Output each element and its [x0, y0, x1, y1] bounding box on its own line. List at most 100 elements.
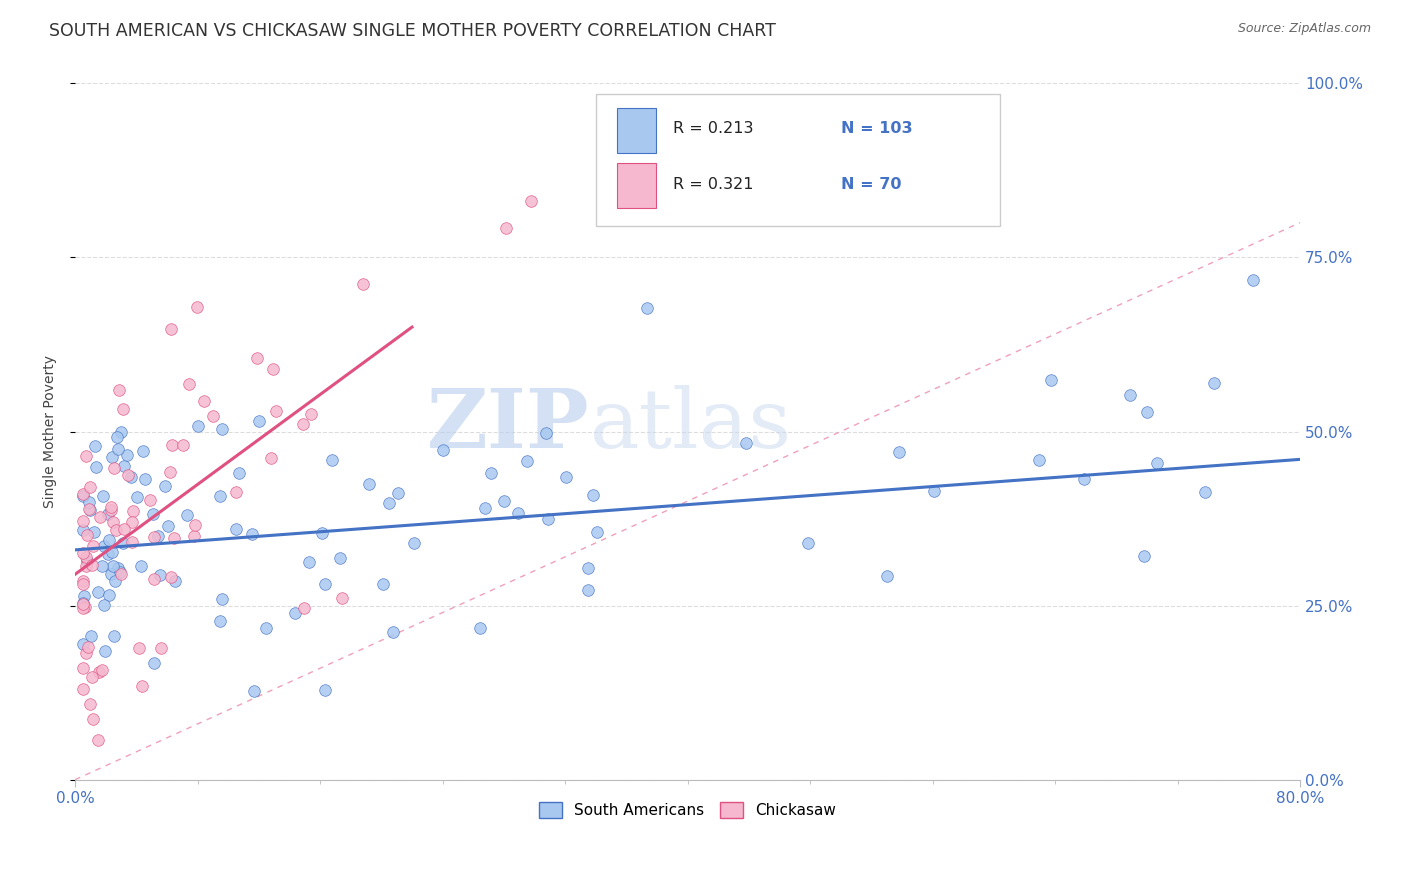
Point	[104, 574, 127, 588]
Point	[80, 558, 103, 573]
Point	[330, 591, 353, 606]
Point	[211, 421, 233, 435]
Point	[82, 712, 104, 726]
Point	[585, 524, 607, 539]
Point	[1040, 373, 1063, 387]
Point	[89, 509, 111, 524]
Point	[1073, 472, 1095, 486]
Point	[100, 500, 122, 515]
Point	[132, 443, 155, 458]
Point	[97, 547, 120, 561]
Point	[117, 467, 139, 482]
Point	[1194, 484, 1216, 499]
Point	[1202, 376, 1225, 390]
Point	[115, 448, 138, 462]
Point	[352, 277, 374, 292]
Point	[72, 577, 94, 591]
Point	[101, 558, 124, 573]
Point	[162, 531, 184, 545]
Point	[209, 614, 232, 628]
Point	[93, 539, 115, 553]
Text: N = 70: N = 70	[841, 177, 901, 192]
Point	[84, 460, 107, 475]
Point	[314, 576, 336, 591]
Point	[1136, 405, 1159, 419]
Point	[311, 526, 333, 541]
Point	[797, 536, 820, 550]
Point	[201, 409, 224, 423]
Point	[479, 466, 502, 480]
Point	[79, 502, 101, 516]
Point	[636, 301, 658, 315]
Text: atlas: atlas	[589, 384, 792, 465]
Point	[240, 527, 263, 541]
Point	[179, 376, 201, 391]
Point	[534, 426, 557, 441]
Point	[243, 684, 266, 698]
Legend: South Americans, Chickasaw: South Americans, Chickasaw	[533, 796, 842, 824]
Point	[72, 546, 94, 560]
Point	[387, 486, 409, 500]
Point	[247, 414, 270, 428]
Point	[298, 555, 321, 569]
Point	[72, 514, 94, 528]
Point	[91, 663, 114, 677]
Point	[72, 681, 94, 696]
Point	[260, 451, 283, 466]
Point	[111, 536, 134, 550]
Point	[160, 438, 183, 452]
Point	[495, 220, 517, 235]
Point	[225, 485, 247, 500]
Point	[225, 522, 247, 536]
Point	[159, 569, 181, 583]
Point	[359, 476, 381, 491]
Point	[432, 442, 454, 457]
Point	[72, 487, 94, 501]
Point	[208, 489, 231, 503]
Point	[183, 528, 205, 542]
Text: N = 103: N = 103	[841, 121, 912, 136]
Point	[142, 507, 165, 521]
Text: SOUTH AMERICAN VS CHICKASAW SINGLE MOTHER POVERTY CORRELATION CHART: SOUTH AMERICAN VS CHICKASAW SINGLE MOTHE…	[49, 22, 776, 40]
Point	[82, 540, 104, 554]
Point	[228, 467, 250, 481]
Point	[329, 550, 352, 565]
Point	[100, 567, 122, 582]
Point	[371, 577, 394, 591]
Point	[93, 644, 115, 658]
Point	[1133, 549, 1156, 563]
Point	[72, 597, 94, 611]
Point	[262, 362, 284, 376]
Point	[110, 567, 132, 582]
FancyBboxPatch shape	[617, 108, 655, 153]
Y-axis label: Single Mother Poverty: Single Mother Poverty	[44, 355, 58, 508]
Point	[93, 598, 115, 612]
Point	[378, 496, 401, 510]
Point	[72, 524, 94, 538]
Point	[100, 503, 122, 517]
Point	[112, 522, 135, 536]
Point	[77, 502, 100, 516]
Point	[87, 584, 110, 599]
Point	[72, 661, 94, 675]
Text: R = 0.213: R = 0.213	[673, 121, 754, 136]
Point	[292, 417, 315, 432]
Point	[90, 558, 112, 573]
Point	[75, 646, 97, 660]
Point	[264, 403, 287, 417]
Point	[582, 488, 605, 502]
Point	[1119, 388, 1142, 402]
Point	[91, 489, 114, 503]
Point	[321, 453, 343, 467]
Point	[107, 442, 129, 457]
Point	[103, 630, 125, 644]
Point	[131, 679, 153, 693]
Point	[79, 480, 101, 494]
Point	[494, 493, 516, 508]
Point	[101, 545, 124, 559]
Point	[120, 469, 142, 483]
FancyBboxPatch shape	[596, 94, 1000, 227]
Point	[84, 439, 107, 453]
Point	[121, 504, 143, 518]
Point	[554, 470, 576, 484]
